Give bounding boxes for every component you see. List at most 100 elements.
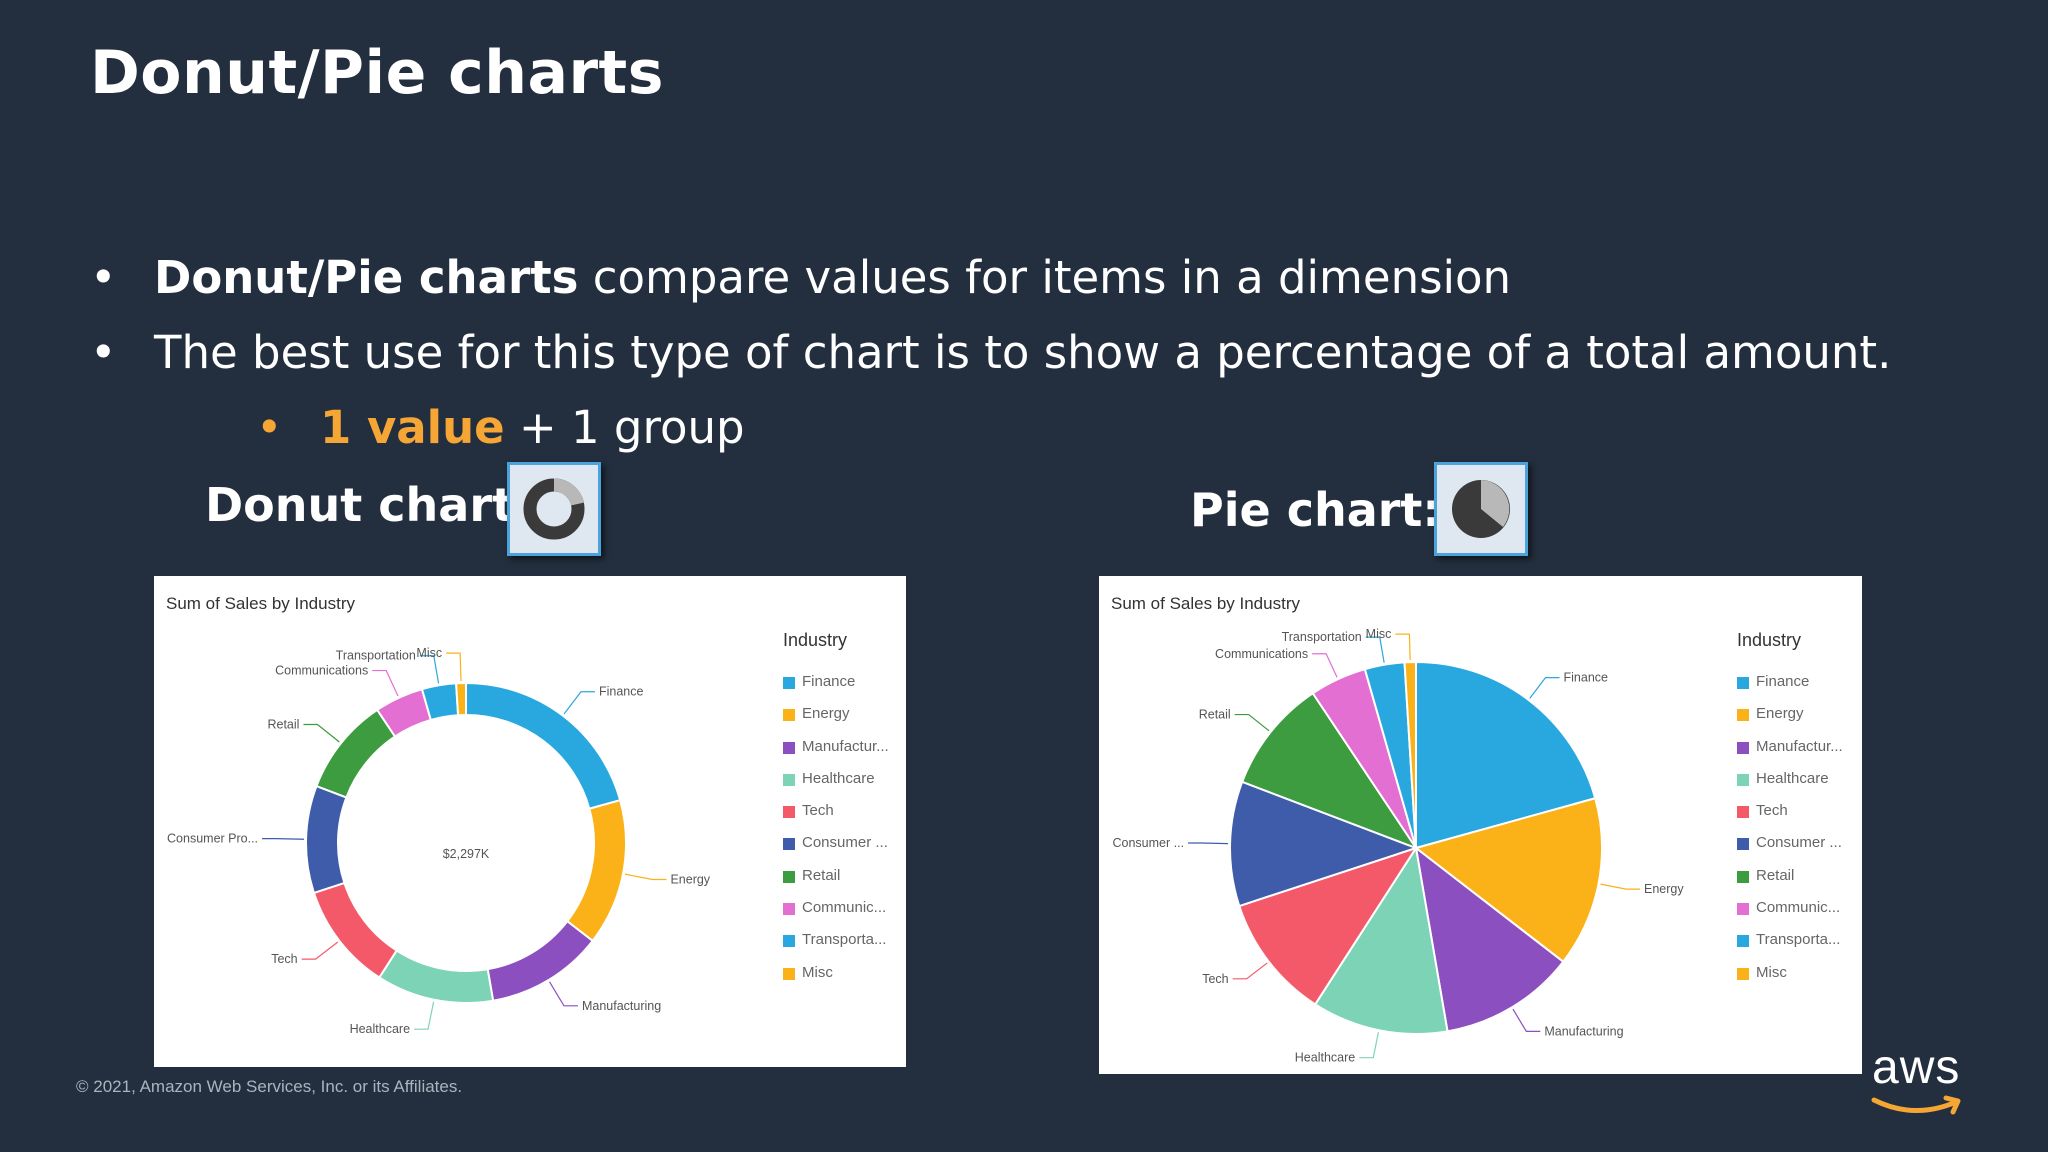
bullet-bold-text: Donut/Pie charts <box>154 251 579 304</box>
legend-label: Manufactur... <box>1756 737 1843 755</box>
leader-line-finance <box>1529 677 1560 699</box>
leader-line-manufacturing <box>1512 1008 1541 1032</box>
slice-manufacturing[interactable] <box>486 919 595 1002</box>
legend-swatch <box>783 773 795 786</box>
leader-line-healthcare <box>1359 1032 1380 1059</box>
slice-healthcare[interactable] <box>377 949 495 1004</box>
legend-item-retail[interactable]: Retail <box>1737 867 1843 899</box>
legend-item-misc[interactable]: Misc <box>783 964 889 996</box>
legend-swatch <box>783 838 795 851</box>
legend-swatch <box>1737 677 1749 689</box>
legend-label: Healthcare <box>1756 769 1829 787</box>
pie-chart: Finance Energy Manufacturing Healthcare Tech… <box>1112 627 1684 1065</box>
legend-item-manufacturing[interactable]: Manufactur... <box>783 738 889 770</box>
leader-line-tech <box>1232 962 1268 980</box>
slice-energy[interactable] <box>565 798 627 943</box>
legend-label: Energy <box>802 705 850 723</box>
legend-label: Consumer ... <box>1756 834 1842 852</box>
legend-item-communications[interactable]: Communic... <box>783 899 889 931</box>
legend-item-manufacturing[interactable]: Manufactur... <box>1737 738 1843 770</box>
slice-retail[interactable] <box>1240 691 1419 851</box>
legend-item-healthcare[interactable]: Healthcare <box>1737 770 1843 802</box>
legend-label: Transporta... <box>802 931 887 949</box>
pie-chart-label: Pie chart: <box>1190 483 1441 537</box>
legend-title: Industry <box>1737 630 1802 650</box>
pie-chart-title: Sum of Sales by Industry <box>1111 594 1300 613</box>
slice-manufacturing[interactable] <box>1414 845 1565 1033</box>
sub-bullet-item: • 1 value + 1 group <box>256 390 1891 465</box>
bullet-dot-icon: • <box>90 326 117 379</box>
legend-item-healthcare[interactable]: Healthcare <box>783 770 889 802</box>
legend-label: Misc <box>802 963 833 981</box>
legend-item-communications[interactable]: Communic... <box>1737 899 1843 931</box>
slice-tech[interactable] <box>1238 846 1419 1006</box>
slice-label-finance: Finance <box>599 685 644 699</box>
sub-bullet-highlight: 1 value <box>320 401 505 454</box>
legend-item-finance[interactable]: Finance <box>1737 673 1843 705</box>
legend-label: Consumer ... <box>802 834 888 852</box>
legend-item-tech[interactable]: Tech <box>1737 802 1843 834</box>
legend-item-energy[interactable]: Energy <box>1737 705 1843 737</box>
legend-swatch <box>1737 773 1749 786</box>
slice-label-tech: Tech <box>271 952 297 966</box>
legend-item-misc[interactable]: Misc <box>1737 964 1843 996</box>
legend-label: Energy <box>1756 705 1804 723</box>
legend-item-energy[interactable]: Energy <box>783 705 889 737</box>
slice-tech[interactable] <box>312 881 399 979</box>
aws-logo: aws <box>1868 1040 1968 1120</box>
legend-item-transportation[interactable]: Transporta... <box>783 931 889 963</box>
slice-healthcare[interactable] <box>1313 845 1449 1035</box>
donut-chart-title: Sum of Sales by Industry <box>166 594 355 613</box>
slice-misc[interactable] <box>1403 660 1417 849</box>
leader-line-misc <box>1395 633 1411 661</box>
leader-line-communications <box>372 669 399 697</box>
legend-item-consumer-pro[interactable]: Consumer ... <box>783 834 889 866</box>
pie-chart-icon <box>1434 462 1528 556</box>
legend-swatch <box>1737 806 1749 819</box>
legend-label: Healthcare <box>802 769 875 787</box>
leader-line-consumer-pro <box>262 837 305 840</box>
aws-smile-icon <box>1871 1095 1961 1115</box>
sub-bullet-text: + 1 group <box>504 401 745 454</box>
slice-label-misc: Misc <box>416 646 442 660</box>
legend-swatch <box>783 741 795 754</box>
legend-swatch <box>1737 967 1749 980</box>
slice-label-energy: Energy <box>1644 882 1684 896</box>
legend-swatch <box>783 935 795 948</box>
legend-label: Manufactur... <box>802 737 889 755</box>
legend-item-consumer[interactable]: Consumer ... <box>1737 834 1843 866</box>
slice-consumer-pro[interactable] <box>305 784 348 895</box>
slice-finance[interactable] <box>1415 660 1597 850</box>
slice-finance[interactable] <box>465 681 622 810</box>
legend-label: Communic... <box>802 899 887 917</box>
donut-center-total: $2,297K <box>443 847 490 861</box>
legend-label: Tech <box>1756 802 1788 820</box>
slice-misc[interactable] <box>455 681 467 717</box>
legend-swatch <box>783 806 795 819</box>
slice-label-consumer: Consumer ... <box>1112 836 1184 850</box>
slice-label-misc: Misc <box>1366 627 1392 641</box>
leader-line-retail <box>1234 713 1270 732</box>
legend-label: Transporta... <box>1756 931 1841 949</box>
aws-logo-text: aws <box>1872 1041 1961 1094</box>
legend-label: Finance <box>1756 673 1810 690</box>
bullet-item: • The best use for this type of chart is… <box>90 315 1891 390</box>
legend-swatch <box>1737 870 1749 883</box>
slice-energy[interactable] <box>1413 797 1603 964</box>
bullet-dot-icon: • <box>90 251 117 304</box>
slice-consumer[interactable] <box>1229 780 1419 908</box>
legend-item-finance[interactable]: Finance <box>783 673 889 705</box>
legend-item-transportation[interactable]: Transporta... <box>1737 931 1843 963</box>
slice-retail[interactable] <box>315 708 397 799</box>
legend-item-tech[interactable]: Tech <box>783 802 889 834</box>
slice-label-manufacturing: Manufacturing <box>1544 1024 1623 1038</box>
legend-swatch <box>1737 838 1749 851</box>
legend-swatch <box>783 967 795 980</box>
leader-line-retail <box>303 723 340 743</box>
donut-chart-card: Sum of Sales by Industry Finance Energy Ma… <box>154 576 906 1067</box>
legend-item-retail[interactable]: Retail <box>783 867 889 899</box>
leader-line-communications <box>1312 653 1338 678</box>
slice-label-healthcare: Healthcare <box>1295 1051 1355 1065</box>
legend-label: Misc <box>1756 963 1787 981</box>
bullet-item: • Donut/Pie charts compare values for it… <box>90 240 1891 315</box>
